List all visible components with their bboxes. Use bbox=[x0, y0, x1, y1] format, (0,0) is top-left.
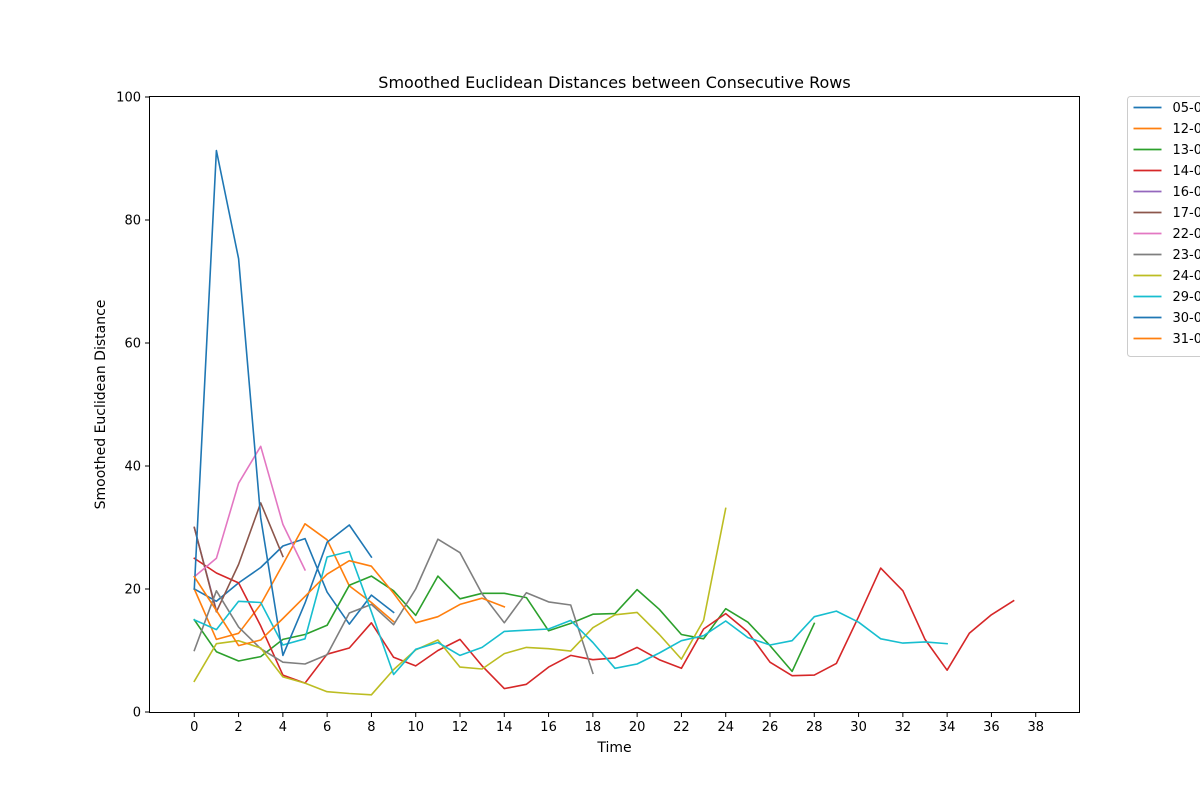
plot-frame bbox=[149, 96, 1080, 713]
y-tick-label: 100 bbox=[116, 91, 141, 106]
legend-label: 23-0 bbox=[1173, 248, 1200, 263]
legend-label: 17-0 bbox=[1173, 206, 1200, 221]
x-axis-label: Time bbox=[596, 740, 631, 756]
x-tick-label: 38 bbox=[1027, 720, 1044, 735]
x-tick-label: 0 bbox=[190, 720, 198, 735]
y-tick-label: 60 bbox=[124, 337, 141, 352]
series-line-13-0 bbox=[193, 575, 816, 673]
legend-label: 31-0 bbox=[1173, 332, 1200, 347]
legend-label: 30-0 bbox=[1173, 311, 1200, 326]
y-tick-label: 40 bbox=[124, 460, 141, 475]
series-line-17-0 bbox=[193, 502, 284, 613]
legend-label: 12-0 bbox=[1173, 122, 1200, 137]
x-tick-label: 30 bbox=[850, 720, 867, 735]
y-tick-label: 80 bbox=[124, 214, 141, 229]
series-line-12-0 bbox=[193, 522, 395, 641]
x-tick-label: 18 bbox=[585, 720, 602, 735]
y-axis: 0 20 40 60 80 100 bbox=[116, 91, 150, 721]
x-tick-label: 2 bbox=[234, 720, 242, 735]
series-line-29-0 bbox=[193, 550, 948, 676]
x-tick-label: 34 bbox=[939, 720, 956, 735]
x-tick-label: 16 bbox=[540, 720, 557, 735]
series-line-22-0 bbox=[193, 445, 307, 578]
x-axis: 0 2 4 6 8 10 12 14 16 18 20 22 24 26 28 30 32 34 36 38 bbox=[190, 712, 1044, 735]
y-tick-label: 0 bbox=[133, 706, 141, 721]
x-tick-label: 8 bbox=[367, 720, 375, 735]
legend-label: 22-0 bbox=[1173, 227, 1200, 242]
x-tick-label: 12 bbox=[452, 720, 469, 735]
legend-label: 14-0 bbox=[1173, 164, 1200, 179]
legend-label: 24-0 bbox=[1173, 269, 1200, 284]
legend-label: 13-0 bbox=[1173, 143, 1200, 158]
series-line-24-0 bbox=[193, 507, 727, 696]
y-tick-label: 20 bbox=[124, 583, 141, 598]
series-line-14-0 bbox=[193, 557, 1015, 690]
series-line-05-0 bbox=[193, 537, 395, 625]
x-tick-label: 20 bbox=[629, 720, 646, 735]
series-line-30-0 bbox=[193, 149, 373, 657]
y-axis-label: Smoothed Euclidean Distance bbox=[93, 300, 109, 510]
legend-box bbox=[1127, 96, 1200, 357]
legend-label: 16-0 bbox=[1173, 185, 1200, 200]
legend: 05-0 12-0 13-0 14-0 16-0 17-0 22-0 23-0 24-0 29-0… bbox=[1127, 96, 1200, 357]
chart-title: Smoothed Euclidean Distances between Con… bbox=[378, 73, 850, 92]
x-tick-label: 10 bbox=[407, 720, 424, 735]
x-tick-label: 6 bbox=[323, 720, 331, 735]
x-tick-label: 22 bbox=[673, 720, 690, 735]
x-tick-label: 32 bbox=[895, 720, 912, 735]
series-line-31-0 bbox=[193, 559, 506, 647]
x-tick-label: 4 bbox=[279, 720, 287, 735]
x-tick-label: 24 bbox=[717, 720, 734, 735]
x-tick-label: 28 bbox=[806, 720, 823, 735]
x-tick-label: 26 bbox=[762, 720, 779, 735]
legend-label: 05-0 bbox=[1173, 101, 1200, 116]
series-layer bbox=[193, 149, 1015, 696]
x-tick-label: 36 bbox=[983, 720, 1000, 735]
x-tick-label: 14 bbox=[496, 720, 513, 735]
legend-label: 29-0 bbox=[1173, 290, 1200, 305]
